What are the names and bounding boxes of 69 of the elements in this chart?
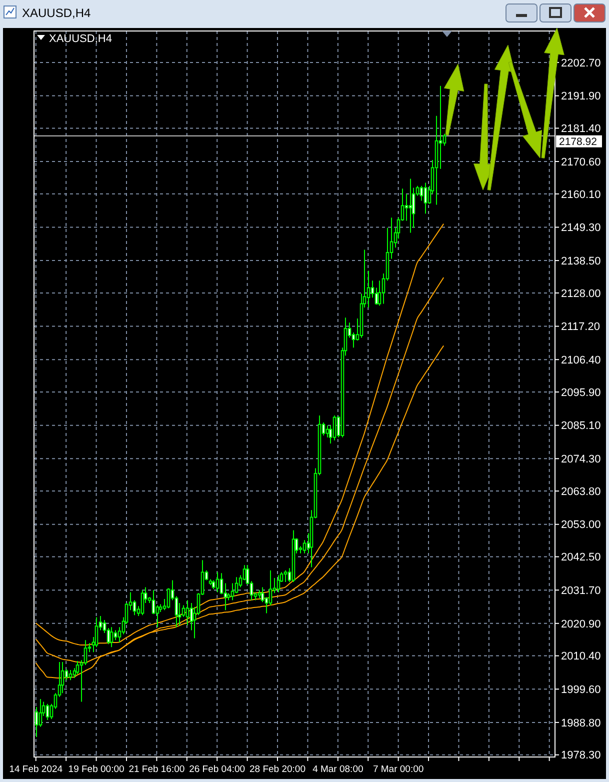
y-tick-label: 1988.80 bbox=[561, 717, 601, 730]
y-tick-label: 2042.50 bbox=[561, 552, 601, 564]
ref-line-label: 2178.92 bbox=[559, 136, 598, 148]
candlestick bbox=[420, 185, 424, 202]
y-tick-label: 2202.70 bbox=[561, 57, 601, 70]
y-tick-label: 2181.40 bbox=[561, 123, 601, 136]
y-tick-label: 2138.50 bbox=[561, 255, 601, 268]
candlestick bbox=[374, 287, 378, 306]
y-tick-label: 2117.20 bbox=[561, 321, 600, 334]
candlestick bbox=[284, 570, 288, 583]
candlestick bbox=[114, 630, 118, 641]
candlestick bbox=[68, 669, 72, 681]
y-tick-label: 2160.10 bbox=[561, 188, 601, 201]
x-tick-label: 26 Feb 04:00 bbox=[189, 764, 246, 775]
candlestick bbox=[182, 604, 186, 618]
x-tick-label: 14 Feb 2024 bbox=[9, 764, 63, 775]
y-tick-label: 2085.10 bbox=[561, 420, 601, 432]
y-tick-label: 2074.30 bbox=[561, 453, 601, 466]
candlestick bbox=[268, 570, 272, 606]
candlestick bbox=[366, 270, 370, 308]
candlestick bbox=[352, 332, 356, 348]
y-tick-label: 2149.30 bbox=[561, 222, 601, 234]
candlestick bbox=[186, 600, 190, 626]
line-series bbox=[35, 223, 444, 646]
candlestick bbox=[46, 703, 50, 720]
y-tick-label: 2010.40 bbox=[561, 650, 601, 663]
candlestick bbox=[140, 590, 144, 616]
y-tick-label: 1978.30 bbox=[561, 750, 601, 762]
x-tick-label: 28 Feb 20:00 bbox=[250, 764, 306, 775]
candlestick bbox=[276, 574, 280, 593]
candlestick bbox=[442, 133, 446, 146]
x-tick-label: 21 Feb 16:00 bbox=[128, 764, 185, 775]
candlestick bbox=[332, 414, 336, 441]
candlestick bbox=[224, 582, 228, 611]
y-tick-label: 2095.90 bbox=[561, 386, 601, 399]
y-tick-label: 2063.80 bbox=[561, 486, 601, 498]
y-tick-label: 2053.00 bbox=[561, 519, 601, 532]
candlestick bbox=[260, 586, 264, 603]
candlestick bbox=[216, 572, 220, 593]
candlestick bbox=[94, 616, 98, 648]
chart-title: XAUUSD,H4 bbox=[49, 33, 112, 45]
y-tick-label: 2020.90 bbox=[561, 618, 601, 630]
y-tick-label: 1999.60 bbox=[561, 684, 601, 696]
candlestick bbox=[84, 640, 88, 666]
candlestick bbox=[378, 280, 382, 306]
x-tick-label: 4 Mar 08:00 bbox=[312, 764, 364, 775]
candlestick bbox=[152, 590, 156, 615]
candlestick bbox=[408, 178, 412, 234]
x-tick-label: 7 Mar 00:00 bbox=[372, 764, 424, 775]
candlestick bbox=[132, 600, 136, 616]
candlestick bbox=[404, 193, 408, 222]
candlestick bbox=[166, 588, 170, 609]
candlestick bbox=[326, 424, 330, 438]
y-tick-label: 2170.60 bbox=[561, 156, 601, 168]
candlestick bbox=[76, 660, 80, 674]
candlestick bbox=[302, 540, 306, 554]
chart-title: XAUUSD,H4 bbox=[22, 6, 91, 20]
candlestick bbox=[220, 572, 224, 595]
candlestick bbox=[234, 576, 238, 594]
x-tick-label: 19 Feb 00:00 bbox=[68, 764, 124, 775]
candlestick bbox=[438, 85, 442, 170]
y-tick-label: 2128.00 bbox=[561, 288, 601, 300]
candlestick bbox=[38, 698, 42, 728]
y-tick-label: 2106.40 bbox=[561, 354, 601, 366]
y-tick-label: 2191.90 bbox=[561, 90, 601, 103]
candlestick bbox=[110, 626, 114, 648]
candlestick bbox=[60, 661, 64, 694]
candlestick bbox=[424, 182, 428, 214]
y-tick-label: 2031.70 bbox=[561, 584, 601, 597]
